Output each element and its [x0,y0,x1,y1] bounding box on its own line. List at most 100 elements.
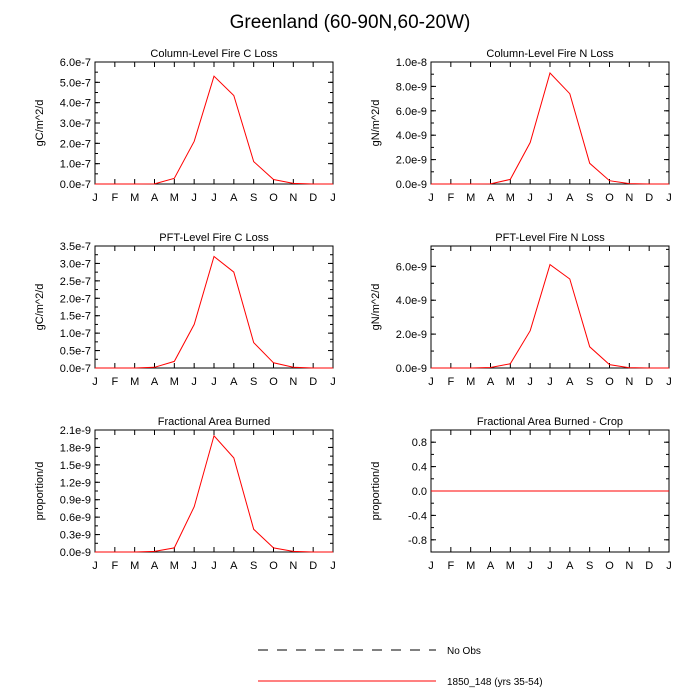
y-tick-label: 2.0e-9 [396,155,427,167]
x-tick-label: M [130,560,139,572]
x-tick-label: N [625,376,633,388]
panel-title: Fractional Area Burned - Crop [477,416,623,428]
x-tick-label: J [547,376,553,388]
y-tick-label: 2.1e-9 [60,425,91,437]
x-tick-label: J [211,560,217,572]
y-tick-label: 0.3e-9 [60,530,91,542]
y-tick-label: 0.0e-9 [60,547,91,559]
y-tick-label: 2.5e-7 [60,276,91,288]
x-tick-label: N [289,376,297,388]
x-tick-label: J [92,560,98,572]
series-line-1 [431,72,669,185]
x-tick-label: J [666,376,672,388]
legend-label-2: 1850_148 (yrs 35-54) [447,677,543,688]
x-tick-label: A [151,192,159,204]
figure-title: Greenland (60-90N,60-20W) [229,12,471,33]
y-tick-label: 0.0e-7 [60,179,91,191]
y-tick-label: -0.8 [408,535,427,547]
x-tick-label: O [605,560,614,572]
x-tick-label: A [566,560,574,572]
x-tick-label: J [527,376,533,388]
y-tick-label: 1.0e-7 [60,328,91,340]
x-tick-label: J [211,192,217,204]
x-tick-label: M [466,376,475,388]
x-tick-label: O [605,376,614,388]
series-line-1 [95,75,333,185]
panel-title: Column-Level Fire N Loss [486,48,614,60]
x-tick-label: M [466,560,475,572]
y-tick-label: 1.8e-9 [60,442,91,454]
y-tick-label: 1.0e-8 [396,57,427,69]
y-axis-label: gC/m^2/d [34,100,46,147]
x-tick-label: M [170,192,179,204]
y-tick-label: 0.0 [412,486,427,498]
y-tick-label: 0.0e-9 [396,363,427,375]
x-tick-label: F [447,192,454,204]
x-tick-label: S [250,560,257,572]
y-tick-label: 3.0e-7 [60,258,91,270]
x-tick-label: D [645,192,653,204]
x-tick-label: A [487,192,495,204]
x-tick-label: M [506,376,515,388]
x-tick-label: O [269,376,278,388]
x-tick-label: J [428,192,434,204]
x-tick-label: D [645,376,653,388]
x-tick-label: J [547,192,553,204]
x-tick-label: N [289,560,297,572]
x-tick-label: J [191,192,197,204]
x-tick-label: J [330,560,336,572]
x-tick-label: A [487,376,495,388]
x-tick-label: A [230,192,238,204]
y-axis-label: gC/m^2/d [34,284,46,331]
x-tick-label: J [666,560,672,572]
y-tick-label: -0.4 [408,510,427,522]
x-tick-label: J [191,376,197,388]
y-tick-label: 2.0e-9 [396,329,427,341]
x-tick-label: M [506,560,515,572]
x-tick-label: S [250,376,257,388]
y-tick-label: 4.0e-9 [396,130,427,142]
x-tick-label: F [111,192,118,204]
x-tick-label: J [666,192,672,204]
x-tick-label: D [309,560,317,572]
panel-title: PFT-Level Fire C Loss [159,232,269,244]
x-tick-label: M [170,560,179,572]
x-tick-label: F [447,560,454,572]
x-tick-label: J [211,376,217,388]
x-tick-label: J [428,376,434,388]
y-tick-label: 0.0e-7 [60,363,91,375]
y-axis-label: gN/m^2/d [370,100,382,147]
x-tick-label: A [230,560,238,572]
x-tick-label: N [289,192,297,204]
x-tick-label: F [111,376,118,388]
x-tick-label: D [309,192,317,204]
y-tick-label: 4.0e-9 [396,295,427,307]
x-tick-label: J [92,376,98,388]
y-tick-label: 0.6e-9 [60,512,91,524]
x-tick-label: J [330,192,336,204]
y-tick-label: 0.4 [412,462,427,474]
series-line-1 [431,263,669,369]
y-tick-label: 1.5e-7 [60,311,91,323]
x-tick-label: S [586,560,593,572]
x-tick-label: M [130,376,139,388]
x-tick-label: J [527,192,533,204]
y-tick-label: 3.0e-7 [60,118,91,130]
panel-title: Fractional Area Burned [158,416,271,428]
y-tick-label: 1.2e-9 [60,477,91,489]
x-tick-label: A [566,376,574,388]
x-tick-label: J [92,192,98,204]
x-tick-label: A [230,376,238,388]
x-tick-label: J [527,560,533,572]
x-tick-label: D [309,376,317,388]
x-tick-label: M [506,192,515,204]
x-tick-label: J [191,560,197,572]
y-tick-label: 6.0e-9 [396,261,427,273]
y-tick-label: 5.0e-7 [60,77,91,89]
y-tick-label: 1.5e-9 [60,460,91,472]
panel-title: Column-Level Fire C Loss [150,48,278,60]
